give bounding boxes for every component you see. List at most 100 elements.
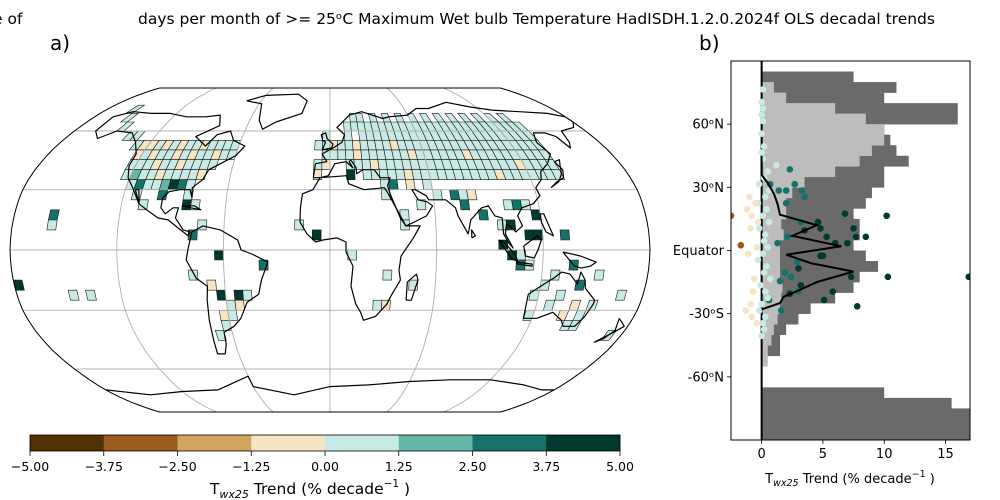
zonal-x-tick-label-0: 0 <box>758 447 766 462</box>
colorbar-tick-label-2: −2.50 <box>158 459 196 474</box>
zonal-point-64 <box>758 300 765 308</box>
colorbar-label: Twx25 Trend (% decade−1 ) <box>209 478 410 500</box>
hist-total-bar-13 <box>761 292 836 304</box>
map-cell-291 <box>505 219 517 231</box>
zonal-y-tick-label-60: 60ᵒN <box>692 118 724 133</box>
colorbar-bin-4 <box>325 435 400 451</box>
zonal-x-label-end: ) <box>926 472 935 487</box>
coastline-java <box>515 261 533 267</box>
hist-total-bar-34 <box>761 71 854 83</box>
map-cell-309 <box>568 299 582 311</box>
zonal-point-20 <box>820 296 828 304</box>
map-cell-106 <box>329 149 339 160</box>
zonal-point-52 <box>755 225 763 232</box>
coastline-philippines <box>539 213 555 237</box>
map-cell-71 <box>214 249 224 261</box>
figure-title-left-fragment: e of <box>0 10 23 28</box>
map-cell-126 <box>416 199 427 211</box>
zonal-point-16 <box>817 252 824 260</box>
map-cell-302 <box>593 269 605 281</box>
map-cell-68 <box>46 219 58 231</box>
zonal-point-10 <box>852 233 860 241</box>
zonal-histograms <box>761 71 970 440</box>
zonal-point-35 <box>787 273 795 281</box>
zonal-point-57 <box>754 256 762 264</box>
zonal-point-36 <box>776 277 784 285</box>
map-cell-97 <box>314 140 323 151</box>
colorbar-label-rest: Trend (% decade <box>249 480 384 498</box>
map-cell-293 <box>533 229 544 241</box>
hist-total-bar-1 <box>761 418 970 430</box>
coastline-cuba <box>181 205 202 211</box>
map-cell-94 <box>343 130 353 141</box>
zonal-x-label: Twx25 Trend (% decade−1 ) <box>764 469 935 489</box>
zonal-point-38 <box>782 199 790 207</box>
map-cell-67 <box>48 209 60 221</box>
coastline-sri-lanka <box>471 229 476 239</box>
map-cell-308 <box>542 299 556 311</box>
colorbar-tick-label-0: −5.00 <box>11 459 49 474</box>
map-meridian--120 <box>116 88 217 412</box>
map-cell-132 <box>382 269 393 281</box>
zonal-point-79 <box>746 193 753 201</box>
coastline-greenland <box>246 93 308 130</box>
zonal-point-60 <box>766 275 774 283</box>
zonal-point-86 <box>744 250 752 257</box>
map-cell-2 <box>116 121 135 132</box>
hist-total-bar-3 <box>761 397 952 409</box>
zonal-point-27 <box>791 180 799 188</box>
map-cell-143 <box>457 113 473 123</box>
zonal-x-tick-label-5: 5 <box>819 447 827 462</box>
zonal-point-88 <box>749 288 757 295</box>
colorbar-label-end: ) <box>399 480 410 498</box>
coastline-japan <box>550 159 565 189</box>
colorbar-label-sub: wx25 <box>219 488 249 500</box>
colorbar-tick-label-4: 0.00 <box>311 459 339 474</box>
map-cell-124 <box>405 179 416 190</box>
colorbar-tick-label-5: 1.25 <box>385 459 413 474</box>
hist-total-bar-23 <box>761 187 872 199</box>
coastline-antarctica <box>105 375 555 396</box>
map-cell-278 <box>550 169 566 180</box>
zonal-point-9 <box>823 233 830 241</box>
hist-land-bar-10 <box>761 324 774 336</box>
hist-land-bar-8 <box>761 345 768 357</box>
colorbar-bin-7 <box>546 435 621 451</box>
zonal-point-12 <box>862 233 870 241</box>
map-cell-0 <box>124 104 146 114</box>
map-coastlines <box>95 93 625 396</box>
zonal-point-26 <box>782 187 790 194</box>
zonal-x-tick-label-10: 10 <box>876 447 893 462</box>
hist-land-bar-18 <box>761 239 781 251</box>
hist-total-bar-17 <box>761 250 866 262</box>
zonal-point-59 <box>760 269 768 276</box>
hist-land-bar-25 <box>761 166 836 178</box>
hist-total-bar-8 <box>761 345 781 357</box>
map-cell-79 <box>234 299 246 311</box>
zonal-x-label-main: T <box>764 472 773 487</box>
zonal-point-62 <box>762 288 769 295</box>
coastline-africa <box>299 175 421 321</box>
hist-land-bar-28 <box>761 134 885 146</box>
map-panel <box>9 87 651 413</box>
map-cell-141 <box>431 113 446 123</box>
map-cell-129 <box>294 219 304 231</box>
zonal-point-34 <box>781 269 789 276</box>
zonal-point-24 <box>798 187 806 194</box>
zonal-point-68 <box>760 326 768 333</box>
hist-land-bar-33 <box>761 82 774 93</box>
coastline-new-zealand <box>593 317 625 343</box>
coastline-indonesia <box>498 239 519 263</box>
map-cell-312 <box>555 309 570 321</box>
hist-land-bar-11 <box>761 313 778 325</box>
map-meridian--60 <box>222 88 274 412</box>
zonal-point-50 <box>759 212 767 220</box>
hist-land-bar-31 <box>761 103 836 114</box>
zonal-point-32 <box>774 239 781 247</box>
zonal-x-ticks: 0 5 10 15 <box>758 440 954 462</box>
zonal-point-17 <box>795 265 802 272</box>
hist-total-bar-31 <box>761 103 958 114</box>
zonal-point-77 <box>758 98 765 106</box>
zonal-point-39 <box>786 166 794 173</box>
